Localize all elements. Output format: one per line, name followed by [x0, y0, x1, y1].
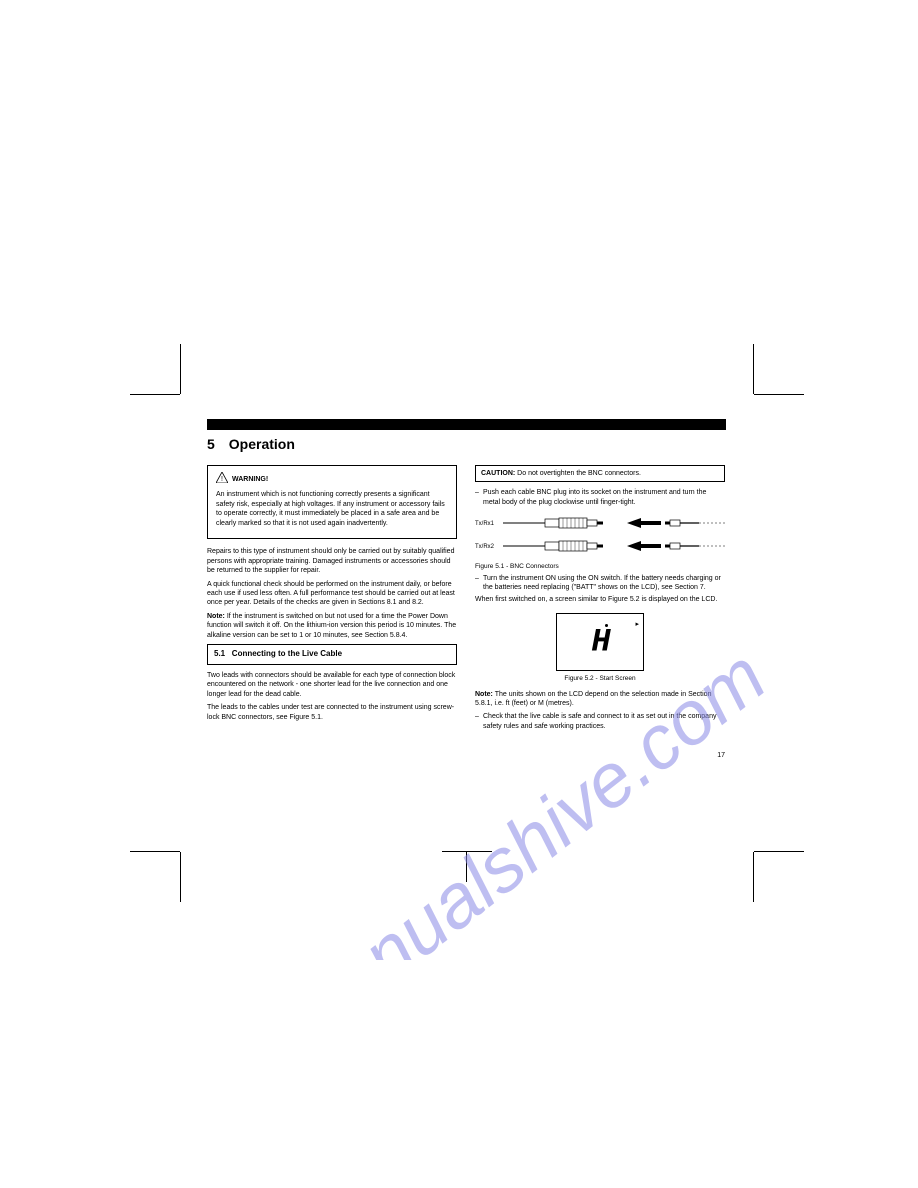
section-title: Connecting to the Live Cable [232, 649, 342, 658]
right-note: Note: The units shown on the LCD depend … [475, 690, 725, 709]
connector-label-1: Tx/Rx1 [475, 521, 495, 527]
left-note: Note: If the instrument is switched on b… [207, 612, 457, 640]
right-note-body: The units shown on the LCD depend on the… [475, 691, 711, 707]
chapter-bar [207, 419, 726, 430]
right-p3: When first switched on, a screen similar… [475, 595, 725, 604]
caution-box: CAUTION: Do not overtighten the BNC conn… [475, 465, 725, 482]
caution-body: Do not overtighten the BNC connectors. [517, 470, 641, 477]
right-note-head: Note: [475, 691, 493, 698]
note-head: Note: [207, 613, 225, 620]
left-column: ! WARNING! An instrument which is not fu… [207, 465, 457, 761]
warning-box: ! WARNING! An instrument which is not fu… [207, 465, 457, 539]
right-step-1: Push each cable BNC plug into its socket… [475, 488, 725, 507]
left-p3: Two leads with connectors should be avai… [207, 671, 457, 699]
left-p4: The leads to the cables under test are c… [207, 703, 457, 722]
figure-5-2-caption: Figure 5.2 - Start Screen [475, 675, 725, 684]
warning-icon: ! [216, 472, 228, 486]
section-heading-box: 5.1 Connecting to the Live Cable [207, 644, 457, 665]
left-p2: A quick functional check should be perfo… [207, 580, 457, 608]
figure-5-1: Tx/Rx1 Tx/Rx2 [475, 513, 725, 571]
chapter-title: Operation [229, 436, 295, 452]
page-content: 5 Operation ! WARNING! An instrument whi… [207, 419, 726, 761]
left-p1: Repairs to this type of instrument shoul… [207, 547, 457, 575]
note-body: If the instrument is switched on but not… [207, 613, 456, 639]
connector-label-2: Tx/Rx2 [475, 544, 495, 550]
svg-text:!: ! [221, 476, 223, 483]
right-step-3: Check that the live cable is safe and co… [475, 712, 725, 731]
right-step-2: Turn the instrument ON using the ON swit… [475, 574, 725, 593]
caution-head: CAUTION: [481, 470, 515, 477]
warning-body: An instrument which is not functioning c… [216, 490, 448, 528]
figure-5-1-caption: Figure 5.1 - BNC Connectors [475, 563, 725, 572]
lcd-arrow-icon: ▸ [635, 620, 639, 629]
right-column: CAUTION: Do not overtighten the BNC conn… [475, 465, 725, 761]
chapter-number: 5 [207, 436, 215, 452]
chapter-header: 5 Operation [207, 434, 726, 459]
page-number: 17 [475, 751, 725, 760]
section-num: 5.1 [214, 649, 225, 658]
lcd-glyph: H [591, 620, 608, 663]
figure-5-2-lcd: ▸ H [556, 613, 644, 671]
warning-label: WARNING! [232, 475, 268, 484]
